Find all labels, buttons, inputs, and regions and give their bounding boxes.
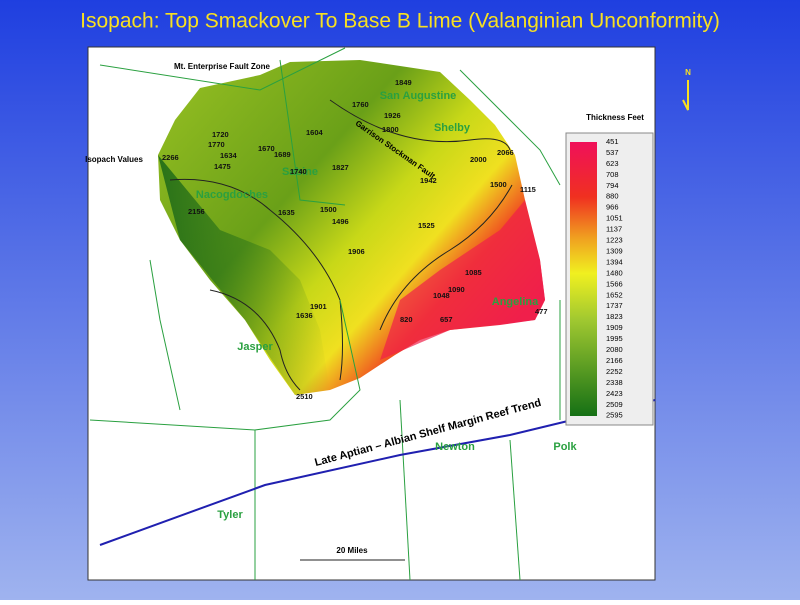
- isopach-value: 1634: [220, 151, 238, 160]
- contour-label: 2000: [470, 155, 487, 164]
- legend-value: 708: [606, 170, 619, 179]
- isopach-value: 1760: [352, 100, 369, 109]
- isopach-value: 1827: [332, 163, 349, 172]
- county-label: Jasper: [237, 341, 273, 353]
- legend-value: 451: [606, 137, 619, 146]
- isopach-value: 1670: [258, 144, 275, 153]
- isopach-value: 1926: [384, 111, 401, 120]
- isopach-value: 820: [400, 315, 413, 324]
- isopach-value: 1115: [520, 185, 536, 194]
- isopach-value: 1496: [332, 217, 349, 226]
- thickness-label: Thickness Feet: [586, 113, 644, 122]
- isopach-value: 1636: [296, 311, 313, 320]
- isopach-value: 2266: [162, 153, 179, 162]
- legend-value: 1051: [606, 214, 623, 223]
- legend-value: 794: [606, 181, 619, 190]
- isopach-value: 1720: [212, 130, 229, 139]
- isopach-value: 1090: [448, 285, 465, 294]
- isopach-value: 1635: [278, 208, 295, 217]
- county-label: Tyler: [217, 509, 243, 521]
- isopach-value: 657: [440, 315, 453, 324]
- scale-label: 20 Miles: [336, 546, 368, 555]
- reef-trend: [99, 399, 656, 546]
- county-label: San Augustine: [380, 90, 457, 102]
- fault-zone-text: Mt. Enterprise Fault Zone: [174, 62, 271, 71]
- isopach-value: 2066: [497, 148, 514, 157]
- legend-value: 1995: [606, 334, 623, 343]
- legend-value: 966: [606, 203, 619, 212]
- isopach-value: 1942: [420, 176, 437, 185]
- legend-value: 2509: [606, 400, 623, 409]
- legend-value: 1480: [606, 268, 623, 277]
- isopach-value: 1048: [433, 291, 450, 300]
- isopach-value: 1475: [214, 162, 231, 171]
- isopach-value: 1901: [310, 302, 327, 311]
- legend-value: 880: [606, 192, 619, 201]
- isopach-value: 1906: [348, 247, 365, 256]
- county-label: Polk: [553, 441, 577, 453]
- county-label: Shelby: [434, 122, 471, 134]
- legend-value: 1737: [606, 301, 623, 310]
- legend-value: 1566: [606, 279, 623, 288]
- isopach-label: Isopach Values: [85, 155, 143, 164]
- isopach-value: 477: [535, 307, 548, 316]
- isopach-value: 2510: [296, 392, 313, 401]
- isopach-value: 1525: [418, 221, 435, 230]
- county-label: Sabine: [282, 166, 318, 178]
- legend-value: 2166: [606, 356, 623, 365]
- contours: [169, 99, 513, 391]
- legend-value: 537: [606, 148, 619, 157]
- isopach-value: 1800: [382, 125, 399, 134]
- county-label: Angelina: [492, 296, 539, 308]
- legend-value: 2080: [606, 345, 623, 354]
- title: Isopach: Top Smackover To Base B Lime (V…: [80, 10, 720, 33]
- county-label: Newton: [435, 441, 475, 453]
- isopach-value: 1604: [306, 128, 324, 137]
- legend-bar: [570, 142, 597, 416]
- isopach-value: 1085: [465, 268, 482, 277]
- fault-zone: Mt. Enterprise Fault Zone: [174, 62, 271, 71]
- legend-value: 1137: [606, 225, 622, 234]
- isopach-value: 2156: [188, 207, 205, 216]
- legend-value: 1823: [606, 312, 623, 321]
- isopach-value: 1740: [290, 167, 307, 176]
- isopach-value: 1770: [208, 140, 225, 149]
- county-label: Nacogdoches: [196, 189, 268, 201]
- legend-value: 1394: [606, 257, 623, 266]
- north-arrow: [682, 80, 689, 111]
- legend-value: 2338: [606, 378, 623, 387]
- legend-value: 1223: [606, 236, 623, 245]
- legend-value: 1652: [606, 290, 623, 299]
- legend-value: 2423: [606, 389, 623, 398]
- legend-value: 2252: [606, 367, 623, 376]
- isopach-surface: [158, 60, 545, 395]
- legend-value: 2595: [606, 411, 623, 420]
- north: N: [685, 68, 691, 77]
- isopach-value: 1689: [274, 150, 291, 159]
- legend-value: 1909: [606, 323, 623, 332]
- legend-value: 1309: [606, 246, 623, 255]
- isopach-value: 1849: [395, 78, 412, 87]
- contour-label: 1500: [320, 205, 337, 214]
- county-lines: [89, 47, 561, 581]
- contour-label: 1500: [490, 180, 507, 189]
- legend-value: 623: [606, 159, 619, 168]
